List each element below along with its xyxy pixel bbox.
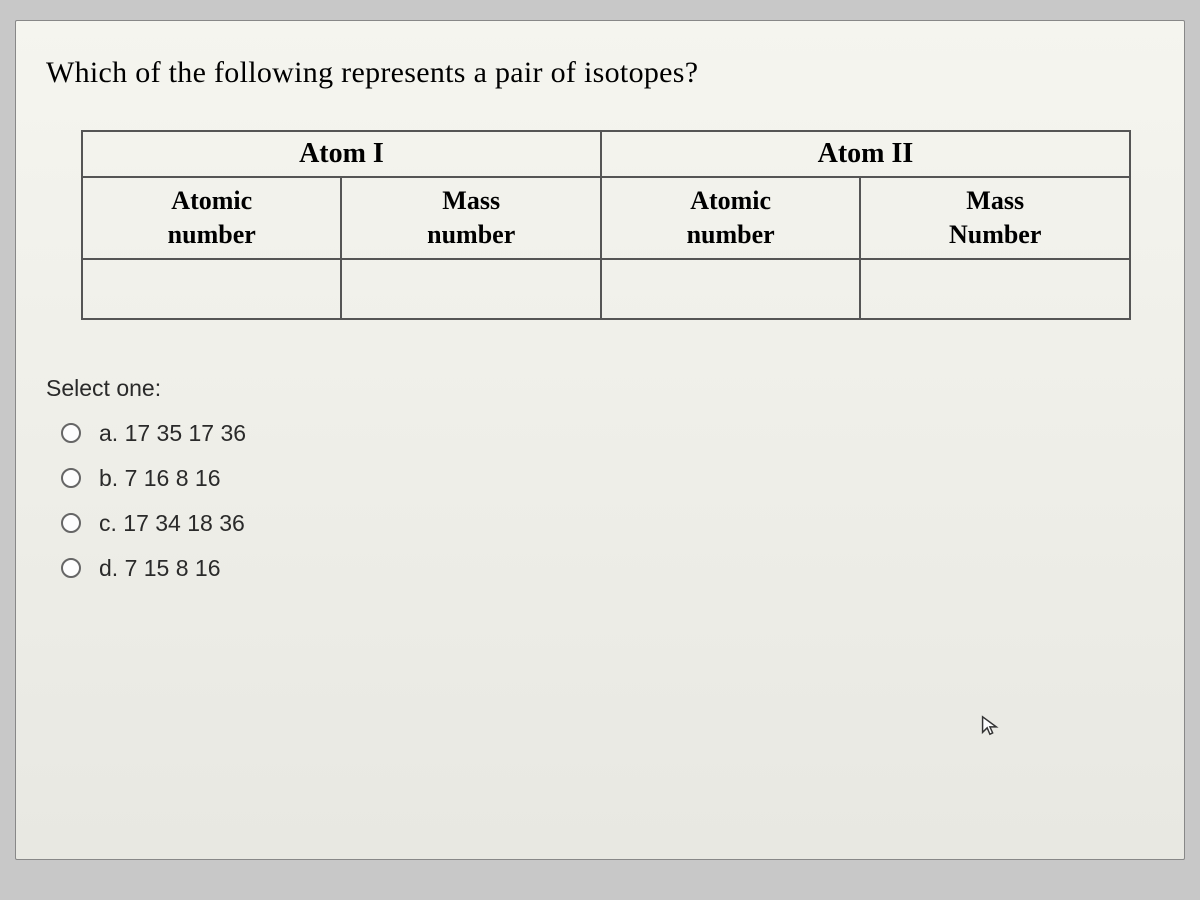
radio-icon[interactable] [61,468,81,488]
col-atomic-2: Atomicnumber [601,177,860,259]
option-c[interactable]: c. 17 34 18 36 [61,510,1154,537]
option-b-label: b. 7 16 8 16 [99,465,221,492]
question-prompt: Which of the following represents a pair… [46,56,1154,90]
data-cell-2 [341,259,600,319]
cursor-icon [978,712,1000,740]
select-one-label: Select one: [46,375,1154,402]
col-mass-1: Massnumber [341,177,600,259]
atom2-header: Atom II [601,131,1130,177]
data-cell-1 [82,259,341,319]
options-list: a. 17 35 17 36 b. 7 16 8 16 c. 17 34 18 … [61,420,1154,582]
question-panel: Which of the following represents a pair… [15,20,1185,860]
data-cell-4 [860,259,1130,319]
option-a-label: a. 17 35 17 36 [99,420,246,447]
radio-icon[interactable] [61,558,81,578]
option-d-label: d. 7 15 8 16 [99,555,221,582]
radio-icon[interactable] [61,513,81,533]
col-atomic-1: Atomicnumber [82,177,341,259]
option-d[interactable]: d. 7 15 8 16 [61,555,1154,582]
col-mass-2: MassNumber [860,177,1130,259]
option-b[interactable]: b. 7 16 8 16 [61,465,1154,492]
data-cell-3 [601,259,860,319]
isotope-table: Atom I Atom II Atomicnumber Massnumber A… [81,130,1131,320]
option-c-label: c. 17 34 18 36 [99,510,245,537]
atom1-header: Atom I [82,131,601,177]
radio-icon[interactable] [61,423,81,443]
option-a[interactable]: a. 17 35 17 36 [61,420,1154,447]
